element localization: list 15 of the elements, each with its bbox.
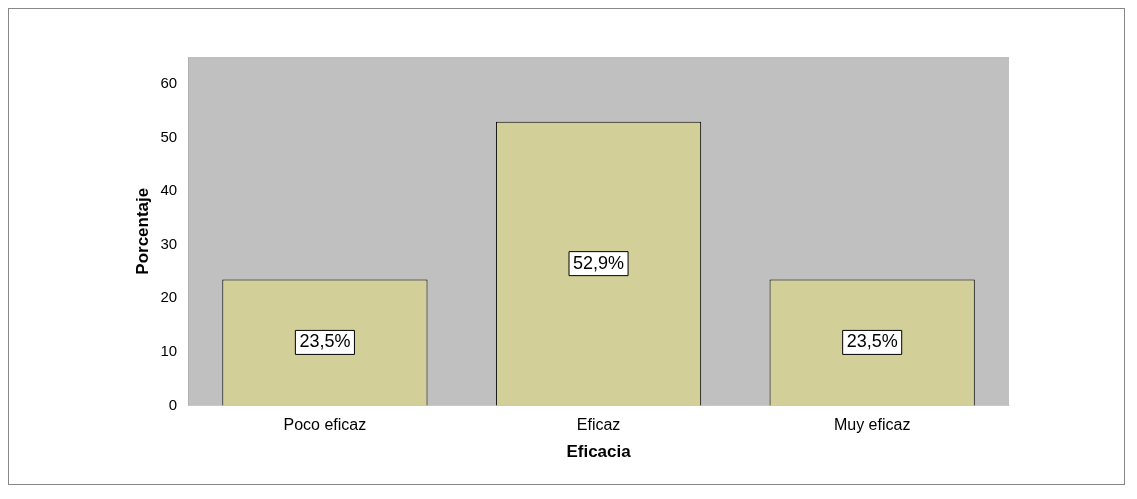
y-tick-label: 30	[160, 234, 178, 252]
data-label: 23,5%	[299, 331, 351, 352]
y-tick-label: 20	[160, 288, 178, 306]
y-tick-label: 0	[168, 395, 178, 413]
x-tick-label: Poco eficaz	[283, 416, 367, 434]
y-axis-title: Porcentaje	[132, 187, 152, 275]
y-tick-label: 60	[160, 73, 178, 91]
x-tick-label: Eficaz	[576, 416, 621, 434]
y-tick-label: 50	[160, 127, 178, 145]
y-tick-label: 10	[160, 341, 178, 359]
y-tick-label: 40	[160, 181, 178, 199]
x-tick-label: Muy eficaz	[833, 416, 911, 434]
x-axis-title: Eficacia	[566, 442, 632, 462]
data-label: 52,9%	[573, 252, 625, 273]
data-label: 23,5%	[846, 331, 898, 352]
